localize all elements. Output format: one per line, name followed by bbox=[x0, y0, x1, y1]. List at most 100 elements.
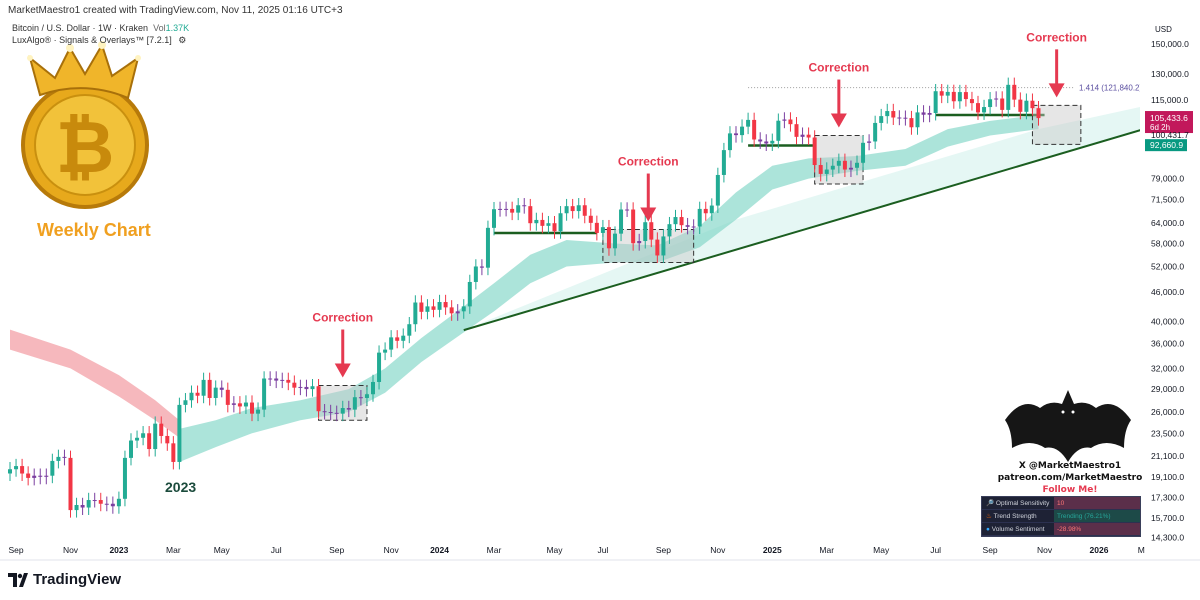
candle-body[interactable] bbox=[897, 117, 902, 119]
candle-body[interactable] bbox=[758, 139, 763, 142]
candle-body[interactable] bbox=[443, 302, 448, 308]
candle-body[interactable] bbox=[86, 500, 91, 508]
candle-body[interactable] bbox=[588, 215, 593, 223]
candle-body[interactable] bbox=[129, 440, 133, 458]
candle-body[interactable] bbox=[679, 217, 684, 226]
candle-body[interactable] bbox=[485, 227, 490, 268]
candle-body[interactable] bbox=[861, 142, 866, 163]
candle-body[interactable] bbox=[8, 469, 12, 474]
candle-body[interactable] bbox=[927, 112, 932, 115]
candle-body[interactable] bbox=[540, 219, 545, 226]
candle-body[interactable] bbox=[982, 107, 987, 113]
candle-body[interactable] bbox=[504, 208, 509, 210]
candle-body[interactable] bbox=[957, 92, 962, 102]
candle-body[interactable] bbox=[812, 137, 817, 166]
candle-body[interactable] bbox=[256, 409, 261, 414]
candle-body[interactable] bbox=[56, 456, 61, 461]
candle-body[interactable] bbox=[183, 400, 188, 405]
candle-body[interactable] bbox=[268, 378, 273, 380]
candle-body[interactable] bbox=[516, 205, 521, 213]
candle-body[interactable] bbox=[909, 118, 914, 128]
candle-body[interactable] bbox=[437, 302, 442, 310]
candle-body[interactable] bbox=[26, 473, 31, 478]
candle-body[interactable] bbox=[68, 457, 73, 511]
candle-body[interactable] bbox=[498, 208, 503, 210]
candle-body[interactable] bbox=[830, 165, 835, 170]
candle-body[interactable] bbox=[1030, 100, 1035, 109]
candle-body[interactable] bbox=[746, 119, 751, 127]
candle-body[interactable] bbox=[1036, 108, 1041, 119]
candle-body[interactable] bbox=[231, 403, 236, 405]
candle-body[interactable] bbox=[250, 402, 254, 414]
candle-body[interactable] bbox=[195, 392, 200, 396]
candle-body[interactable] bbox=[643, 222, 648, 242]
candle-body[interactable] bbox=[104, 503, 109, 505]
candle-body[interactable] bbox=[298, 386, 303, 388]
candle-body[interactable] bbox=[836, 160, 841, 166]
candle-body[interactable] bbox=[976, 103, 980, 113]
candle-body[interactable] bbox=[62, 456, 67, 458]
candle-body[interactable] bbox=[492, 209, 496, 228]
candle-body[interactable] bbox=[340, 408, 345, 414]
candle-body[interactable] bbox=[510, 208, 515, 213]
correction-box[interactable] bbox=[1031, 104, 1082, 145]
candle-body[interactable] bbox=[395, 337, 400, 341]
candle-body[interactable] bbox=[165, 435, 170, 444]
candle-body[interactable] bbox=[371, 381, 375, 395]
candle-body[interactable] bbox=[292, 382, 297, 388]
candle-body[interactable] bbox=[885, 111, 890, 117]
candle-body[interactable] bbox=[243, 402, 248, 407]
candle-body[interactable] bbox=[939, 91, 944, 96]
candle-body[interactable] bbox=[715, 174, 720, 206]
candle-body[interactable] bbox=[346, 408, 351, 410]
candle-body[interactable] bbox=[461, 306, 466, 312]
candle-body[interactable] bbox=[915, 112, 920, 128]
candle-body[interactable] bbox=[528, 206, 533, 224]
candle-body[interactable] bbox=[473, 266, 478, 282]
candle-body[interactable] bbox=[570, 206, 575, 212]
candle-body[interactable] bbox=[637, 241, 642, 244]
candle-body[interactable] bbox=[594, 222, 599, 233]
candle-body[interactable] bbox=[631, 209, 636, 244]
candle-body[interactable] bbox=[1012, 84, 1017, 100]
candle-body[interactable] bbox=[933, 91, 938, 113]
candle-body[interactable] bbox=[903, 117, 908, 119]
candle-body[interactable] bbox=[455, 311, 460, 314]
candle-body[interactable] bbox=[855, 162, 859, 168]
candle-body[interactable] bbox=[310, 386, 315, 390]
candle-body[interactable] bbox=[110, 503, 115, 507]
candle-body[interactable] bbox=[413, 302, 418, 325]
candle-body[interactable] bbox=[709, 205, 714, 214]
candle-body[interactable] bbox=[655, 239, 660, 256]
candle-body[interactable] bbox=[951, 91, 956, 102]
candle-body[interactable] bbox=[734, 133, 738, 136]
candle-body[interactable] bbox=[576, 205, 581, 212]
candle-body[interactable] bbox=[721, 150, 726, 175]
candle-body[interactable] bbox=[867, 141, 872, 143]
candle-body[interactable] bbox=[842, 160, 847, 170]
candle-body[interactable] bbox=[274, 378, 279, 381]
candle-body[interactable] bbox=[764, 141, 769, 144]
candle-body[interactable] bbox=[800, 134, 805, 137]
candle-body[interactable] bbox=[479, 266, 484, 268]
indicator-legend[interactable]: LuxAlgo® · Signals & Overlays™ [7.2.1] ⚙ bbox=[12, 35, 186, 46]
candle-body[interactable] bbox=[673, 217, 678, 225]
candle-body[interactable] bbox=[189, 392, 194, 401]
candle-body[interactable] bbox=[891, 111, 896, 118]
candle-body[interactable] bbox=[873, 122, 878, 142]
candle-body[interactable] bbox=[147, 433, 152, 450]
candle-body[interactable] bbox=[606, 227, 611, 249]
candle-body[interactable] bbox=[776, 120, 781, 141]
candle-body[interactable] bbox=[135, 437, 140, 441]
candle-body[interactable] bbox=[552, 223, 557, 232]
candle-body[interactable] bbox=[994, 98, 999, 100]
candle-body[interactable] bbox=[225, 389, 230, 405]
candle-body[interactable] bbox=[522, 205, 527, 207]
candle-body[interactable] bbox=[286, 379, 291, 383]
price-axis[interactable] bbox=[1140, 18, 1200, 560]
candle-body[interactable] bbox=[401, 335, 406, 341]
candle-body[interactable] bbox=[449, 307, 454, 314]
candle-body[interactable] bbox=[92, 500, 97, 502]
candle-body[interactable] bbox=[207, 379, 212, 398]
